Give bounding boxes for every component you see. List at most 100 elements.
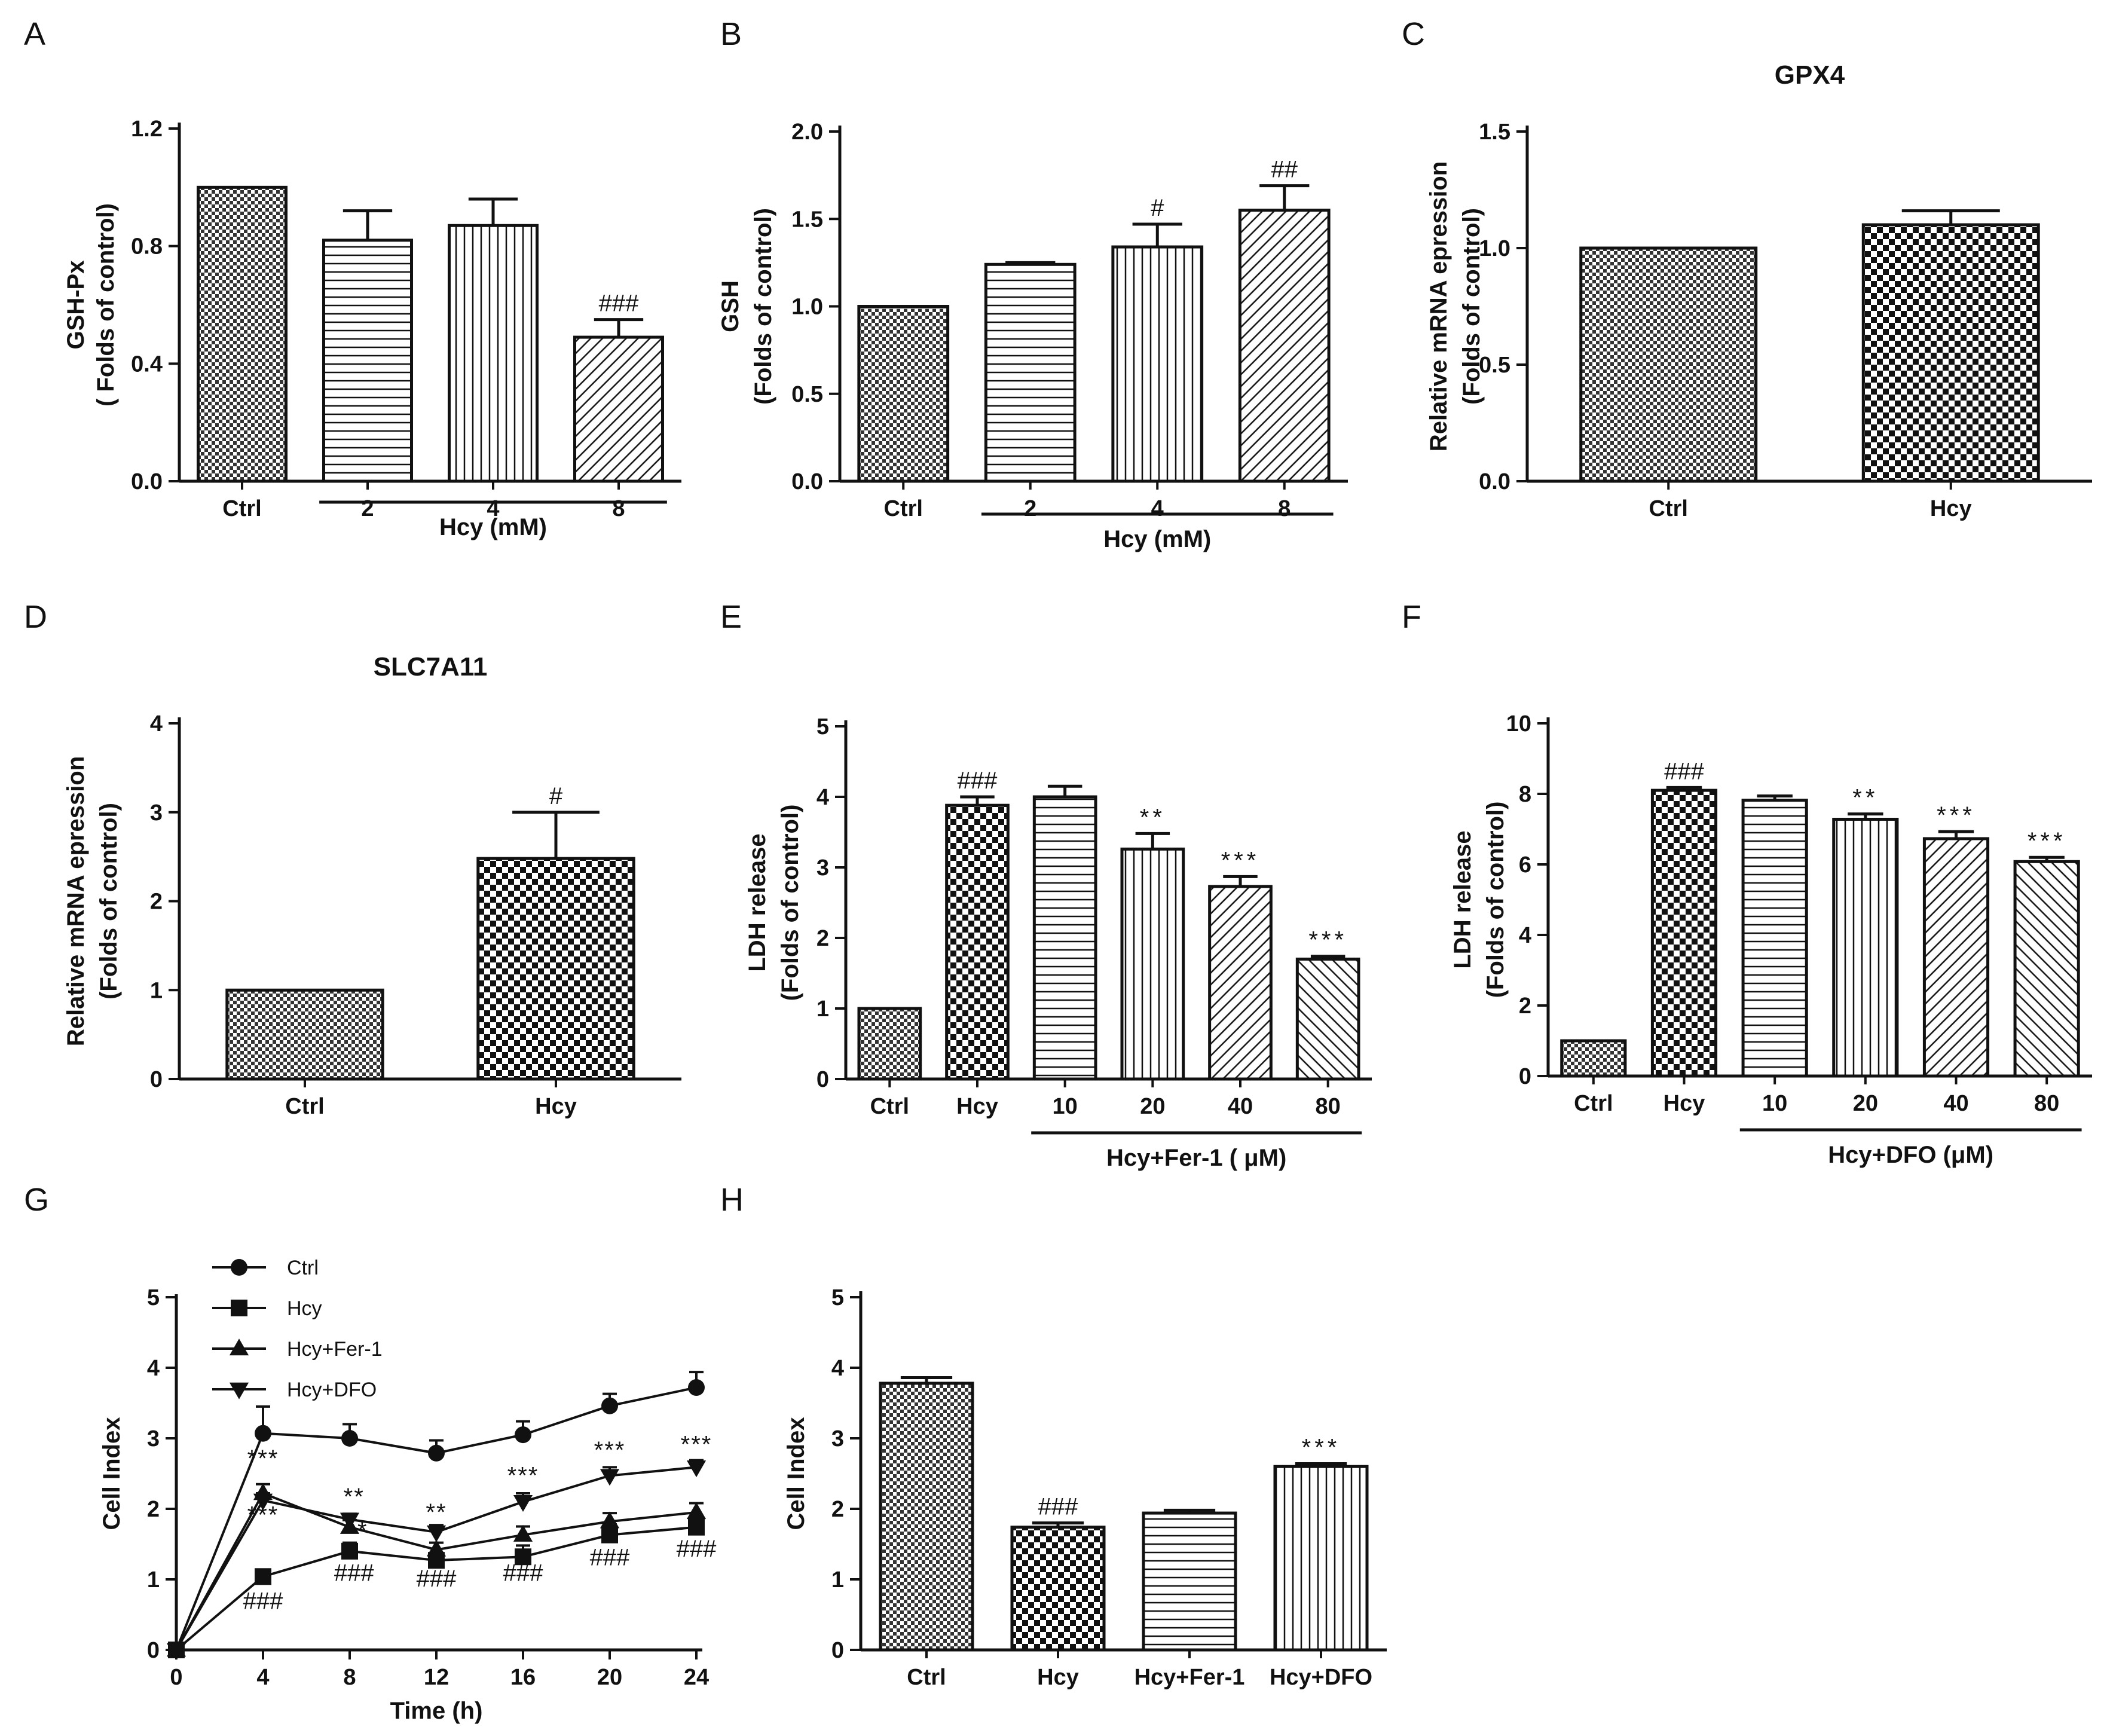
bar-80 (1295, 957, 1360, 1081)
data-point (515, 1548, 531, 1566)
data-point (515, 1426, 531, 1444)
x-tick-label: Hcy+DFO (1270, 1665, 1372, 1690)
x-tick-label: Hcy (1663, 1091, 1705, 1116)
y-axis-label: (Folds of control) (1482, 802, 1509, 998)
y-tick-label: 5 (831, 1285, 844, 1310)
data-point (513, 1495, 533, 1512)
panel-H: H Cell Index 0 1 2 3 4 5 Ctrl ### Hcy Hcy+Fer-1 *** H… (720, 1182, 1387, 1690)
x-tick-label: Ctrl (907, 1665, 946, 1690)
y-axis-label: LDH release (744, 833, 770, 971)
group-label: Hcy+Fer-1 ( μM) (1106, 1145, 1286, 1171)
x-tick-label: 40 (1228, 1094, 1253, 1119)
series-ctrl (168, 1371, 705, 1658)
bar-ctrl (225, 988, 384, 1081)
x-tick-label: 10 (1053, 1094, 1078, 1119)
data-point (341, 1430, 358, 1447)
x-tick-label: Hcy (956, 1094, 998, 1119)
data-point (513, 1524, 533, 1542)
y-axis-label: Cell Index (99, 1417, 125, 1530)
y-tick-label: 0 (147, 1638, 160, 1663)
bar-ctrl (197, 185, 288, 483)
x-tick-label: Ctrl (1649, 496, 1688, 521)
panel-B: B GSH (Folds of control) 0.0 0.5 1.0 1.5 2.0 Ctr… (717, 16, 1348, 552)
significance-star: ** (1852, 785, 1878, 811)
data-point (255, 1425, 271, 1442)
x-tick-label: 80 (2034, 1091, 2059, 1116)
x-tick-label: 2 (361, 496, 374, 521)
bar-40 (1208, 885, 1273, 1081)
legend-label: Hcy+Fer-1 (287, 1338, 383, 1361)
y-tick-label: 3 (817, 855, 829, 881)
y-tick-label: 5 (147, 1285, 160, 1310)
x-tick-label: Ctrl (870, 1094, 909, 1119)
y-axis-label: Relative mRNA epression (1426, 161, 1452, 451)
significance-star: * (357, 1518, 368, 1544)
panel-F: F LDH release (Folds of control) 0 2 4 6 8 10 Ctr… (1402, 599, 2092, 1168)
series-hcy (168, 1515, 705, 1658)
y-tick-label: 3 (831, 1426, 844, 1451)
significance-star: *** (594, 1437, 626, 1463)
y-axis-label: (Folds of control) (777, 805, 803, 1001)
significance-star: *** (1221, 847, 1260, 873)
legend-marker (229, 1382, 249, 1399)
significance-star: ** (1140, 804, 1166, 830)
panel-letter: B (720, 16, 742, 52)
data-point (600, 1469, 620, 1486)
y-tick-label: 2 (1519, 994, 1531, 1019)
y-tick-label: 0 (817, 1067, 829, 1092)
bar-ctrl (857, 1007, 922, 1081)
legend-marker (231, 1300, 247, 1316)
y-tick-label: 0 (831, 1638, 844, 1663)
significance-star: *** (247, 1502, 279, 1529)
significance-hash: ### (1664, 758, 1704, 784)
x-tick-label: 80 (1316, 1094, 1341, 1119)
y-tick-label: 3 (150, 800, 163, 826)
x-tick-label: 8 (612, 496, 625, 521)
panel-D: D SLC7A11 Relative mRNA epression (Folds of… (24, 599, 681, 1119)
x-axis-label: Time (h) (390, 1698, 483, 1724)
x-tick-label: Ctrl (1574, 1091, 1613, 1116)
y-tick-label: 10 (1506, 711, 1531, 736)
y-tick-label: 0 (1519, 1064, 1531, 1089)
x-tick-label: 4 (1151, 496, 1164, 521)
y-axis-label: Relative mRNA epression (63, 756, 89, 1046)
data-point (426, 1525, 447, 1542)
bar-hcy (945, 803, 1010, 1081)
plot-title: SLC7A11 (374, 652, 488, 681)
y-tick-label: 8 (1519, 782, 1531, 807)
y-tick-label: 2 (817, 926, 829, 951)
y-tick-label: 3 (147, 1426, 160, 1451)
data-point (686, 1460, 707, 1478)
group-label: Hcy (mM) (439, 514, 547, 540)
bar-40 (1922, 837, 1990, 1078)
y-axis-label: Cell Index (783, 1417, 809, 1530)
x-tick-label: 20 (597, 1665, 622, 1690)
x-tick-label: 8 (343, 1665, 356, 1690)
x-tick-label: 8 (1278, 496, 1291, 521)
x-tick-label: 24 (684, 1665, 709, 1690)
x-tick-label: 0 (170, 1665, 182, 1690)
significance-hash: ### (334, 1560, 374, 1586)
bar-hcy (1010, 1526, 1106, 1652)
bar-80 (2013, 860, 2080, 1078)
panel-E: E LDH release (Folds of control) 0 1 2 3 4 5 Ctrl… (720, 599, 1372, 1171)
data-point (341, 1542, 358, 1560)
bar-2 (984, 262, 1077, 483)
y-tick-label: 4 (1519, 923, 1531, 948)
x-tick-label: 16 (510, 1665, 536, 1690)
data-point (601, 1397, 618, 1414)
significance-hash: # (549, 783, 563, 809)
panel-letter: H (720, 1182, 744, 1218)
panel-letter: D (24, 599, 47, 635)
panel-C: C GPX4 Relative mRNA epression (Folds of co… (1402, 16, 2092, 521)
x-tick-label: Hcy (535, 1094, 577, 1119)
y-tick-label: 4 (147, 1356, 160, 1381)
significance-hash: ### (590, 1544, 630, 1570)
panel-A: A GSH-Px( Folds of control) 0.0 0.4 0.8 1.2 Ct… (24, 16, 681, 540)
x-tick-label: 12 (424, 1665, 449, 1690)
y-tick-label: 6 (1519, 852, 1531, 878)
bar-10 (1032, 795, 1097, 1081)
significance-hash: # (1151, 195, 1164, 221)
significance-hash: ## (1271, 157, 1298, 183)
x-tick-label: 20 (1853, 1091, 1878, 1116)
